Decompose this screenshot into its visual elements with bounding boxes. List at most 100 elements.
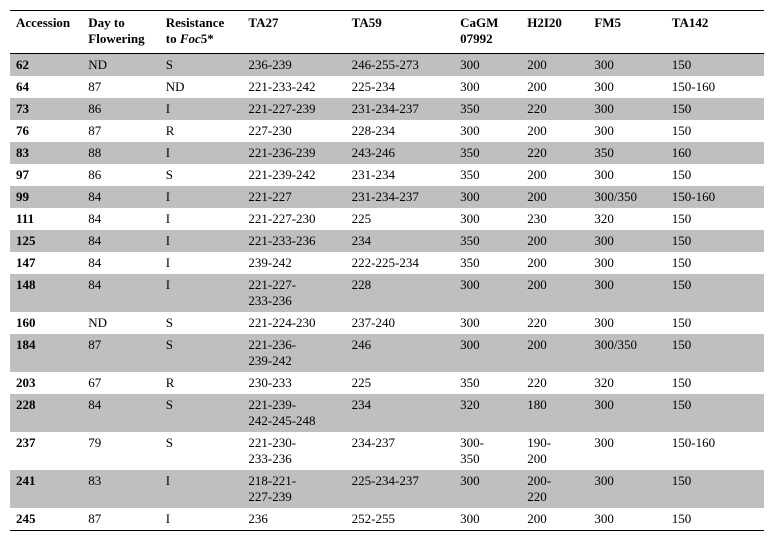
cell-ta142: 150	[666, 208, 764, 230]
cell-cagm: 320	[454, 394, 521, 432]
cell-fm5: 300	[588, 394, 665, 432]
cell-cagm: 300	[454, 334, 521, 372]
cell-res: I	[160, 208, 243, 230]
cell-ta27: 221-224-230	[242, 312, 345, 334]
table-row: 6487ND221-233-242225-234300200300150-160	[10, 76, 764, 98]
cell-res: S	[160, 334, 243, 372]
cell-accession: 73	[10, 98, 82, 120]
cell-ta59: 246-255-273	[346, 54, 454, 77]
cell-ta59: 243-246	[346, 142, 454, 164]
cell-accession: 147	[10, 252, 82, 274]
cell-cagm: 350	[454, 372, 521, 394]
cell-ta27: 221-236-239	[242, 142, 345, 164]
cell-cagm: 300	[454, 76, 521, 98]
table-row: 12584I221-233-236234350200300150	[10, 230, 764, 252]
cell-ta59: 252-255	[346, 508, 454, 531]
cell-day: 86	[82, 164, 159, 186]
cell-ta142: 150	[666, 54, 764, 77]
cell-res: S	[160, 54, 243, 77]
cell-accession: 184	[10, 334, 82, 372]
cell-ta59: 234	[346, 394, 454, 432]
table-row: 14884I221-227-233-236228300200300150	[10, 274, 764, 312]
cell-day: 83	[82, 470, 159, 508]
cell-ta59: 246	[346, 334, 454, 372]
cell-ta59: 231-234-237	[346, 186, 454, 208]
cell-fm5: 300	[588, 470, 665, 508]
cell-fm5: 300/350	[588, 186, 665, 208]
cell-cagm: 300	[454, 208, 521, 230]
cell-accession: 241	[10, 470, 82, 508]
table-row: 20367R230-233225350220320150	[10, 372, 764, 394]
cell-ta59: 222-225-234	[346, 252, 454, 274]
cell-ta27: 221-227-239	[242, 98, 345, 120]
cell-h2i20: 200	[521, 508, 588, 531]
table-row: 62NDS236-239246-255-273300200300150	[10, 54, 764, 77]
table-row: 7386I221-227-239231-234-237350220300150	[10, 98, 764, 120]
cell-ta142: 150	[666, 98, 764, 120]
cell-accession: 76	[10, 120, 82, 142]
cell-ta27: 221-233-236	[242, 230, 345, 252]
cell-accession: 148	[10, 274, 82, 312]
cell-ta142: 150	[666, 120, 764, 142]
cell-ta142: 150	[666, 334, 764, 372]
cell-accession: 228	[10, 394, 82, 432]
cell-cagm: 300	[454, 312, 521, 334]
col-ta142: TA142	[666, 11, 764, 54]
cell-cagm: 350	[454, 98, 521, 120]
cell-ta142: 150	[666, 470, 764, 508]
cell-res: I	[160, 98, 243, 120]
cell-ta59: 228-234	[346, 120, 454, 142]
cell-day: 86	[82, 98, 159, 120]
col-ta59: TA59	[346, 11, 454, 54]
cell-fm5: 300	[588, 252, 665, 274]
cell-fm5: 300	[588, 274, 665, 312]
cell-res: I	[160, 230, 243, 252]
table-row: 23779S221-230-233-236234-237300-350190-2…	[10, 432, 764, 470]
cell-ta142: 150	[666, 274, 764, 312]
cell-h2i20: 220	[521, 98, 588, 120]
cell-day: 84	[82, 208, 159, 230]
cell-ta27: 227-230	[242, 120, 345, 142]
cell-res: I	[160, 186, 243, 208]
cell-fm5: 300	[588, 98, 665, 120]
table-row: 22884S221-239-242-245-248234320180300150	[10, 394, 764, 432]
cell-fm5: 300	[588, 54, 665, 77]
cell-fm5: 350	[588, 142, 665, 164]
cell-h2i20: 200	[521, 54, 588, 77]
cell-ta59: 225	[346, 208, 454, 230]
table-row: 7687R227-230228-234300200300150	[10, 120, 764, 142]
cell-h2i20: 200	[521, 252, 588, 274]
cell-ta27: 221-233-242	[242, 76, 345, 98]
cell-day: 79	[82, 432, 159, 470]
cell-cagm: 300	[454, 186, 521, 208]
cell-ta27: 236	[242, 508, 345, 531]
cell-h2i20: 200	[521, 76, 588, 98]
cell-accession: 160	[10, 312, 82, 334]
cell-ta142: 160	[666, 142, 764, 164]
col-h2i20: H2I20	[521, 11, 588, 54]
cell-accession: 99	[10, 186, 82, 208]
table-row: 9786S221-239-242231-234350200300150	[10, 164, 764, 186]
cell-day: 84	[82, 274, 159, 312]
cell-h2i20: 200	[521, 164, 588, 186]
col-resistance: Resistance to Foc5*	[160, 11, 243, 54]
cell-cagm: 350	[454, 164, 521, 186]
cell-fm5: 300	[588, 120, 665, 142]
col-accession: Accession	[10, 11, 82, 54]
cell-ta27: 221-239-242-245-248	[242, 394, 345, 432]
col-cagm: CaGM 07992	[454, 11, 521, 54]
cell-accession: 97	[10, 164, 82, 186]
cell-fm5: 300/350	[588, 334, 665, 372]
col-ta27: TA27	[242, 11, 345, 54]
cell-ta59: 225-234-237	[346, 470, 454, 508]
cell-res: I	[160, 508, 243, 531]
cell-ta27: 221-227-233-236	[242, 274, 345, 312]
cell-h2i20: 200	[521, 274, 588, 312]
cell-accession: 62	[10, 54, 82, 77]
table-header-row: Accession Day to Flowering Resistance to…	[10, 11, 764, 54]
cell-cagm: 300-350	[454, 432, 521, 470]
table-row: 9984I221-227231-234-237300200300/350150-…	[10, 186, 764, 208]
cell-day: 84	[82, 252, 159, 274]
cell-h2i20: 200	[521, 230, 588, 252]
cell-h2i20: 190-200	[521, 432, 588, 470]
